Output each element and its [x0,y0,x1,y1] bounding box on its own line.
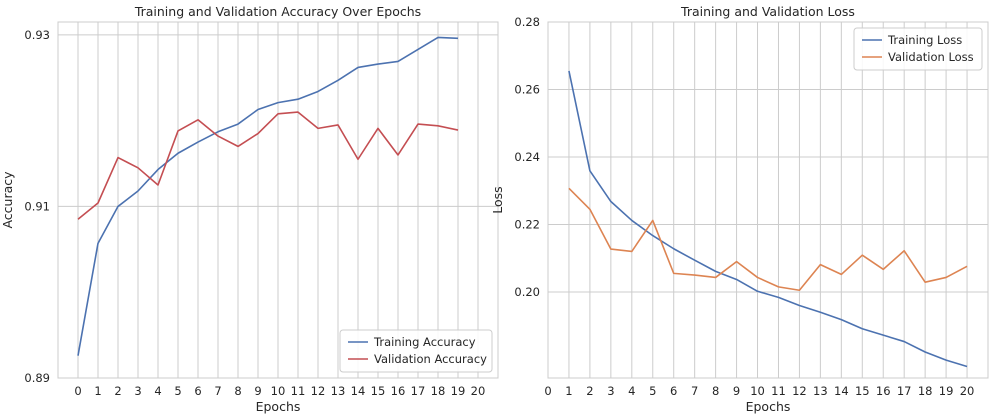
y-axis-label: Accuracy [0,171,15,229]
x-tick-label: 16 [876,384,891,398]
x-tick-label: 1 [94,384,101,398]
x-tick-label: 5 [174,384,181,398]
x-tick-label: 17 [411,384,426,398]
x-tick-label: 6 [670,384,677,398]
x-tick-label: 14 [834,384,849,398]
legend-label: Validation Accuracy [374,352,487,366]
x-tick-label: 5 [649,384,656,398]
y-tick-label: 0.91 [24,199,50,213]
accuracy-chart: 0 1 2 3 4 5 6 7 8 9 10 11 12 13 14 15 16 17 18 19 200.890.91… [0,4,499,414]
x-tick-label: 6 [194,384,201,398]
x-tick-label: 4 [628,384,635,398]
x-tick-label: 0 [544,384,551,398]
y-axis-label: Loss [490,186,505,213]
x-tick-label: 4 [154,384,161,398]
y-tick-label: 0.28 [514,15,540,29]
series-line-1 [568,187,968,292]
legend-box [339,329,493,373]
x-tick-label: 15 [855,384,870,398]
x-tick-label: 3 [607,384,614,398]
legend-label: Validation Loss [888,50,974,64]
plot-frame [547,21,989,379]
legend-label: Training Loss [887,33,962,47]
x-tick-label: 14 [351,384,366,398]
x-axis-label: Epochs [256,399,301,414]
x-tick-label: 7 [691,384,698,398]
chart-title: Training and Validation Loss [680,4,855,19]
y-tick-label: 0.24 [514,150,540,164]
series-line-1 [77,111,459,220]
x-tick-label: 19 [451,384,466,398]
x-tick-label: 18 [918,384,933,398]
plot-frame [57,21,499,379]
x-axis-label: Epochs [746,399,791,414]
x-tick-label: 19 [939,384,954,398]
x-tick-label: 9 [254,384,261,398]
x-tick-label: 17 [897,384,912,398]
legend: Training Accuracy Validation Accuracy [339,329,493,373]
x-tick-label: 13 [331,384,346,398]
y-tick-label: 0.26 [514,82,540,96]
y-tick-label: 0.20 [514,285,540,299]
x-tick-label: 20 [960,384,975,398]
legend-label: Training Accuracy [373,335,476,349]
x-tick-label: 0 [74,384,81,398]
y-tick-label: 0.22 [514,217,540,231]
x-tick-label: 12 [311,384,326,398]
x-tick-label: 10 [271,384,286,398]
x-tick-label: 2 [114,384,121,398]
x-tick-label: 1 [565,384,572,398]
x-tick-label: 20 [471,384,486,398]
x-tick-label: 8 [712,384,719,398]
x-tick-label: 7 [214,384,221,398]
series-line-0 [77,36,459,356]
x-tick-label: 15 [371,384,386,398]
x-tick-label: 3 [134,384,141,398]
x-tick-label: 12 [792,384,807,398]
legend-box [853,27,983,71]
chart-title: Training and Validation Accuracy Over Ep… [134,4,421,19]
legend: Training Loss Validation Loss [853,27,983,71]
x-tick-label: 16 [391,384,406,398]
x-tick-label: 10 [750,384,765,398]
x-tick-label: 18 [431,384,446,398]
plot-area [548,22,988,378]
x-tick-label: 8 [234,384,241,398]
x-tick-label: 13 [813,384,828,398]
y-tick-label: 0.89 [24,371,50,385]
loss-chart: 0 1 2 3 4 5 6 7 8 9 10 11 12 13 14 15 16 17 18 19 200.200.22… [490,4,989,414]
x-tick-label: 9 [733,384,740,398]
x-tick-label: 2 [586,384,593,398]
x-tick-label: 11 [771,384,786,398]
series-line-0 [568,70,968,368]
x-tick-label: 11 [291,384,306,398]
y-tick-label: 0.93 [24,28,50,42]
